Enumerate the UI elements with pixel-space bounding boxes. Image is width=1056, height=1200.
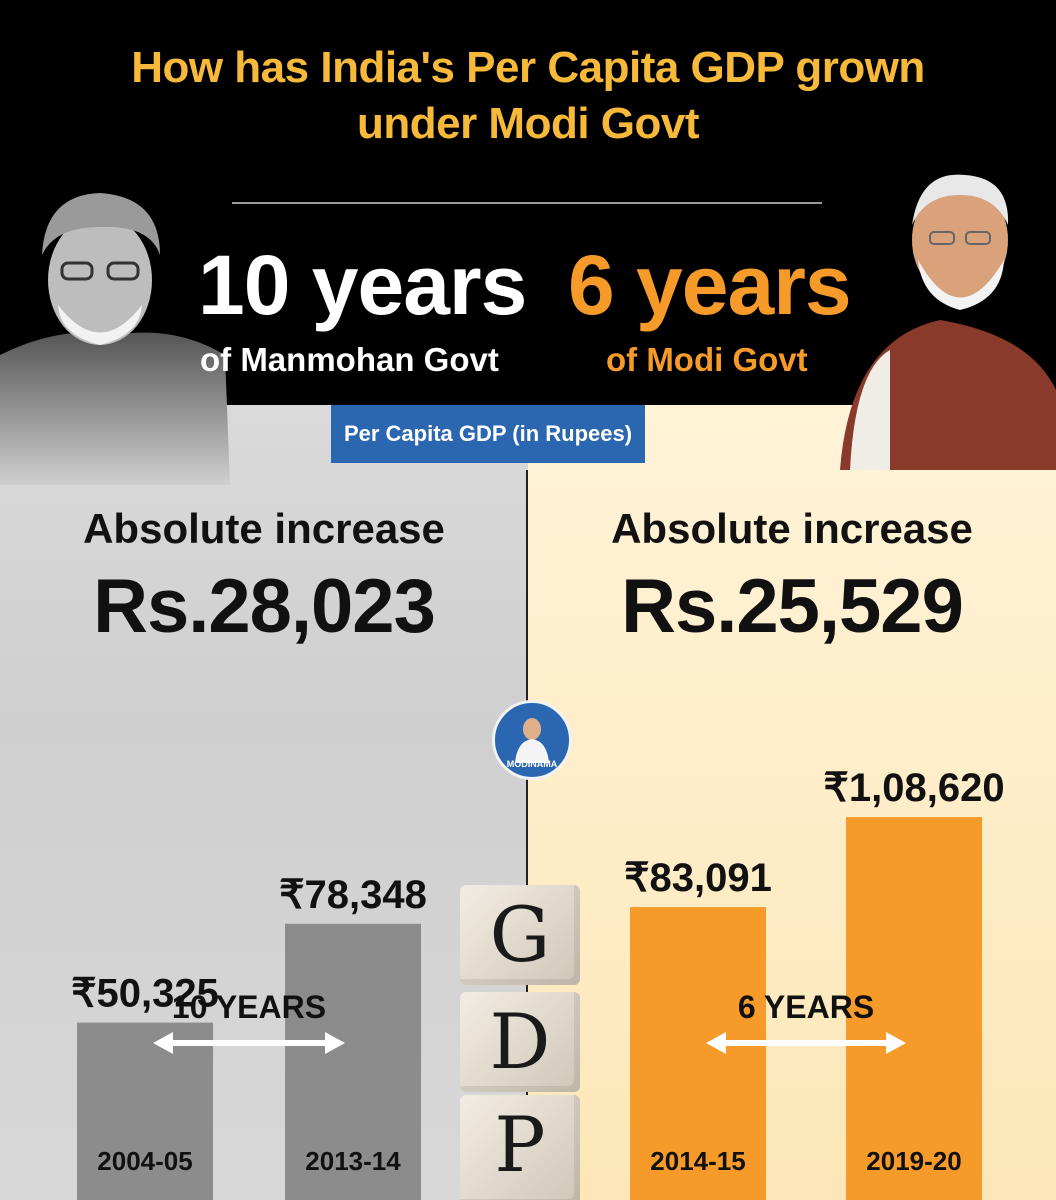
manmohan-singh-portrait bbox=[0, 193, 230, 485]
chart-title-badge: Per Capita GDP (in Rupees) bbox=[331, 405, 645, 463]
manmohan-increase-label: Absolute increase bbox=[83, 505, 445, 552]
bar-value-label-2019-20: ₹1,08,620 bbox=[823, 766, 1004, 810]
bar-2019-20 bbox=[846, 817, 982, 1200]
gdp-cube-d: D bbox=[460, 992, 580, 1092]
bar-2014-15 bbox=[630, 907, 766, 1200]
span-arrow-right-head-0 bbox=[325, 1032, 345, 1054]
gdp-cube-p: P bbox=[460, 1095, 580, 1200]
gdp-letter-g: G bbox=[489, 890, 551, 979]
category-label-2019-20: 2019-20 bbox=[866, 1146, 961, 1176]
modi-years: 6 years bbox=[568, 238, 852, 332]
modi-increase-label: Absolute increase bbox=[611, 505, 973, 552]
gdp-cube-g: G bbox=[460, 885, 580, 985]
headline-line-1: How has India's Per Capita GDP grown bbox=[131, 43, 925, 92]
category-label-2004-05: 2004-05 bbox=[97, 1146, 192, 1176]
narendra-modi-portrait bbox=[840, 174, 1056, 470]
modinama-logo: MODINAMA bbox=[492, 700, 572, 780]
span-label-0: 10 YEARS bbox=[172, 989, 326, 1025]
modi-govt-label: of Modi Govt bbox=[606, 341, 808, 378]
manmohan-govt-label: of Manmohan Govt bbox=[200, 341, 499, 378]
bar-2013-14 bbox=[285, 923, 421, 1200]
bar-value-label-2014-15: ₹83,091 bbox=[624, 856, 772, 900]
gdp-letter-d: D bbox=[489, 997, 551, 1086]
modi-increase-value: Rs.25,529 bbox=[621, 564, 964, 649]
bar-value-label-2013-14: ₹78,348 bbox=[279, 873, 427, 917]
span-arrow-left-head-1 bbox=[706, 1032, 726, 1054]
per-capita-gdp-bar-chart: ₹50,325 2004-05 ₹78,348 2013-14 ₹83,091 2014-… bbox=[71, 766, 1005, 1200]
headline-line-2: under Modi Govt bbox=[356, 99, 700, 148]
modinama-logo-text: MODINAMA bbox=[506, 759, 558, 769]
span-arrow-right-head-1 bbox=[886, 1032, 906, 1054]
category-label-2013-14: 2013-14 bbox=[305, 1146, 401, 1176]
bar-2004-05 bbox=[77, 1022, 213, 1200]
category-label-2014-15: 2014-15 bbox=[650, 1146, 745, 1176]
center-divider bbox=[526, 470, 528, 1200]
span-arrow-left-head-0 bbox=[153, 1032, 173, 1054]
gdp-letter-p: P bbox=[494, 1100, 546, 1189]
span-label-1: 6 YEARS bbox=[738, 989, 874, 1025]
manmohan-years: 10 years bbox=[198, 238, 527, 332]
headline: How has India's Per Capita GDP grown und… bbox=[0, 40, 1056, 152]
bar-value-label-2004-05: ₹50,325 bbox=[71, 972, 219, 1016]
headline-divider bbox=[232, 202, 822, 204]
manmohan-increase-value: Rs.28,023 bbox=[93, 564, 436, 649]
modinama-logo-figure bbox=[515, 718, 549, 763]
